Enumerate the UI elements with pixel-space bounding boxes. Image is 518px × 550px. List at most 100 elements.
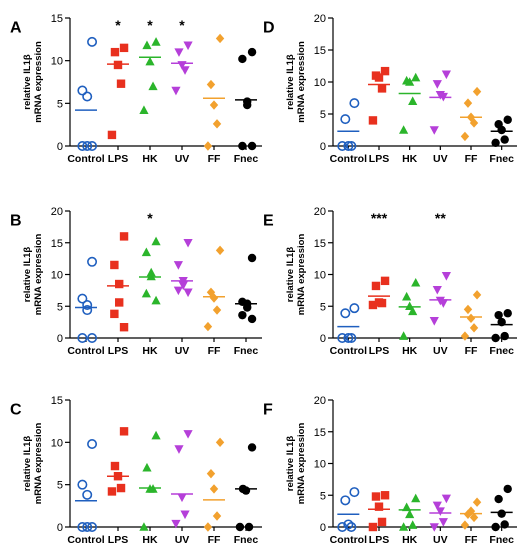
data-point [460,131,470,142]
data-point [408,520,418,529]
data-point [82,489,93,500]
data-point [472,497,482,507]
y-tick-label: 5 [57,98,63,110]
y-tick-label: 20 [314,206,326,218]
y-tick-label: 20 [314,395,326,407]
x-tick-label: Control [67,153,104,165]
data-point [491,333,500,343]
data-point [77,85,88,96]
y-tick-label: 0 [320,522,326,534]
data-point [119,323,129,332]
y-tick-label: 10 [51,437,63,449]
data-point [110,260,119,270]
significance-marker: * [147,210,153,226]
data-point [497,509,506,518]
data-point [399,522,409,531]
data-point [151,236,161,246]
y-axis-label: relative IL1βmRNA expression [285,41,307,123]
data-point [247,141,257,151]
data-point [368,116,378,125]
data-point [494,494,503,504]
x-tick-label: FF [465,153,478,165]
data-point [377,517,387,527]
data-point [441,494,451,504]
x-tick-label: HK [402,534,418,546]
x-tick-label: Fnec [489,153,514,165]
data-point [469,323,479,333]
data-point [148,81,158,91]
data-point [203,321,213,332]
data-point [472,290,482,300]
data-point [171,86,181,96]
x-tick-label: UV [433,534,448,546]
data-point [337,141,348,152]
panel-letter: E [263,212,274,229]
data-point [243,100,252,110]
data-point [141,247,151,257]
data-point [411,72,421,82]
data-point [399,125,409,134]
x-tick-label: Fnec [234,345,259,357]
panel-c: C 0 5 10 15 relative IL1βmRNA expression Contr… [10,395,262,546]
data-point [141,288,151,298]
data-point [500,331,509,341]
x-tick-label: HK [402,345,418,357]
data-point [438,299,448,308]
data-point [441,271,451,281]
x-tick-label: LPS [108,153,128,165]
y-axis-label: relative IL1βmRNA expression [285,234,307,316]
significance-marker: * [115,17,121,33]
x-tick-label: Control [330,153,367,165]
y-tick-label: 5 [320,109,326,121]
y-tick-label: 5 [320,490,326,502]
significance-marker: ** [435,210,446,226]
data-point [435,507,445,516]
data-point [87,439,98,450]
data-point [432,285,442,295]
data-point [460,520,470,530]
x-tick-label: LPS [369,345,389,357]
data-point [203,522,213,532]
data-point [174,48,184,57]
data-point [82,141,93,152]
data-point [402,502,412,512]
data-point [113,60,123,70]
data-point [180,66,190,75]
data-point [374,502,384,511]
data-point [429,523,439,532]
data-point [469,118,479,128]
x-tick-label: Control [67,345,104,357]
data-point [374,73,384,82]
data-point [203,141,213,151]
data-point [119,232,129,241]
data-point [500,520,509,529]
data-point [247,443,257,452]
panel-f: F 0 5 10 15 20 relative IL1βmRNA expression Con… [263,395,517,546]
panel-letter: C [10,401,22,418]
data-point [212,305,222,315]
data-point [139,105,149,114]
y-tick-label: 15 [314,427,326,439]
data-point [368,300,378,310]
data-point [380,66,390,76]
data-point [77,479,88,490]
x-tick-label: HK [402,153,418,165]
data-point [177,493,187,503]
data-point [107,130,117,140]
data-point [244,522,254,532]
data-point [377,298,387,308]
data-point [238,310,247,320]
panel-a: A 0 5 10 15 relative IL1βmRNA expression Contr… [10,13,262,165]
data-point [340,495,351,506]
y-tick-label: 5 [57,301,63,313]
data-point [174,445,184,454]
panel-d: D 0 5 10 15 20 relative IL1βmRNA expression Con… [263,13,517,165]
data-point [146,271,156,281]
data-point [151,295,161,305]
data-point [429,317,439,326]
x-tick-label: Control [330,345,367,357]
data-point [377,84,387,93]
data-point [247,47,257,57]
data-point [110,47,120,57]
